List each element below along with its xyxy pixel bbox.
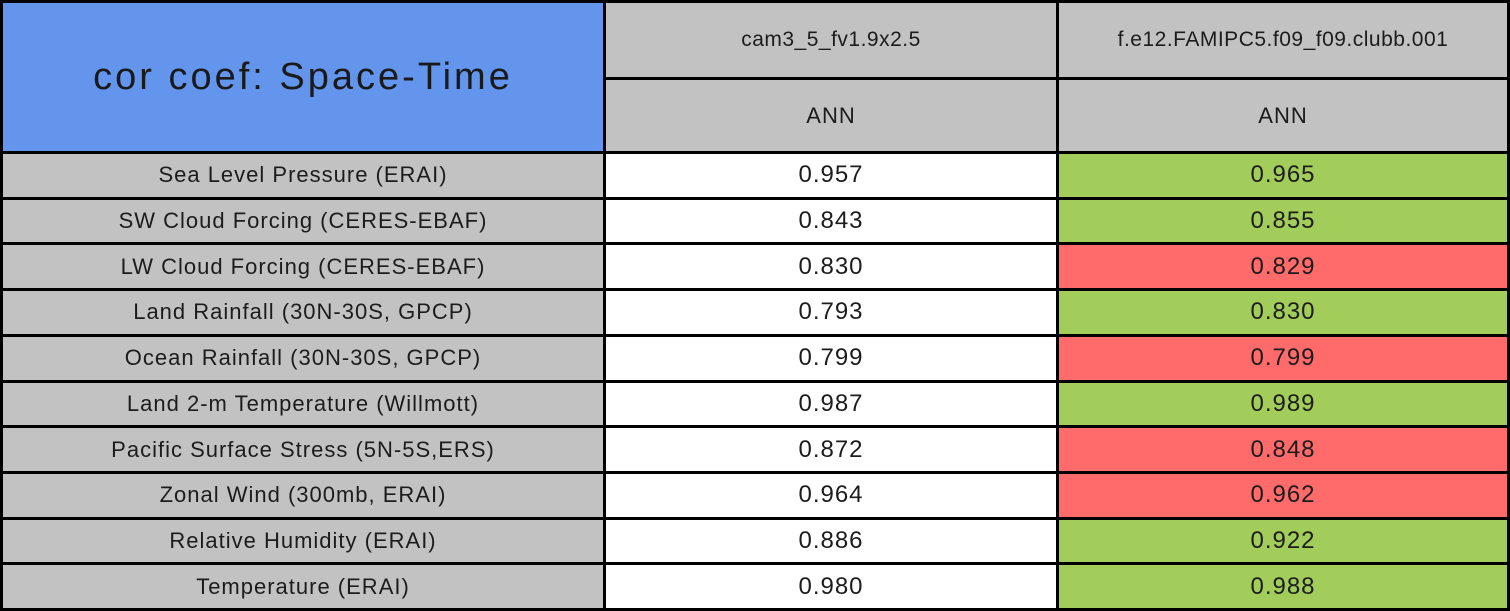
value-cell-model2: 0.829 (1059, 245, 1507, 289)
model-2-season-header: ANN (1059, 80, 1507, 151)
value-cell-model2: 0.830 (1059, 291, 1507, 334)
row-label: Temperature (ERAI) (3, 565, 603, 608)
model-1-season-header: ANN (606, 80, 1056, 151)
value-cell-model2: 0.799 (1059, 336, 1507, 380)
value-cell-model1: 0.964 (606, 473, 1056, 517)
value-cell-model1: 0.987 (606, 382, 1056, 426)
value-cell-model2: 0.988 (1059, 565, 1507, 608)
row-label: Land 2-m Temperature (Willmott) (3, 382, 603, 426)
row-label: SW Cloud Forcing (CERES-EBAF) (3, 199, 603, 243)
value-cell-model1: 0.830 (606, 245, 1056, 289)
row-label: Sea Level Pressure (ERAI) (3, 154, 603, 197)
value-cell-model2: 0.855 (1059, 199, 1507, 243)
row-label: Zonal Wind (300mb, ERAI) (3, 473, 603, 517)
table-title: cor coef: Space-Time (3, 3, 603, 151)
row-label: LW Cloud Forcing (CERES-EBAF) (3, 245, 603, 289)
value-cell-model2: 0.965 (1059, 154, 1507, 197)
model-2-header: f.e12.FAMIPC5.f09_f09.clubb.001 (1059, 3, 1507, 77)
value-cell-model1: 0.980 (606, 565, 1056, 608)
value-cell-model1: 0.957 (606, 154, 1056, 197)
value-cell-model2: 0.962 (1059, 473, 1507, 517)
value-cell-model2: 0.848 (1059, 428, 1507, 471)
row-label: Ocean Rainfall (30N-30S, GPCP) (3, 336, 603, 380)
value-cell-model1: 0.843 (606, 199, 1056, 243)
row-label: Land Rainfall (30N-30S, GPCP) (3, 291, 603, 334)
value-cell-model1: 0.872 (606, 428, 1056, 471)
row-label: Pacific Surface Stress (5N-5S,ERS) (3, 428, 603, 471)
value-cell-model2: 0.989 (1059, 382, 1507, 426)
model-1-header: cam3_5_fv1.9x2.5 (606, 3, 1056, 77)
value-cell-model1: 0.886 (606, 519, 1056, 563)
value-cell-model2: 0.922 (1059, 519, 1507, 563)
value-cell-model1: 0.799 (606, 336, 1056, 380)
row-label: Relative Humidity (ERAI) (3, 519, 603, 563)
value-cell-model1: 0.793 (606, 291, 1056, 334)
